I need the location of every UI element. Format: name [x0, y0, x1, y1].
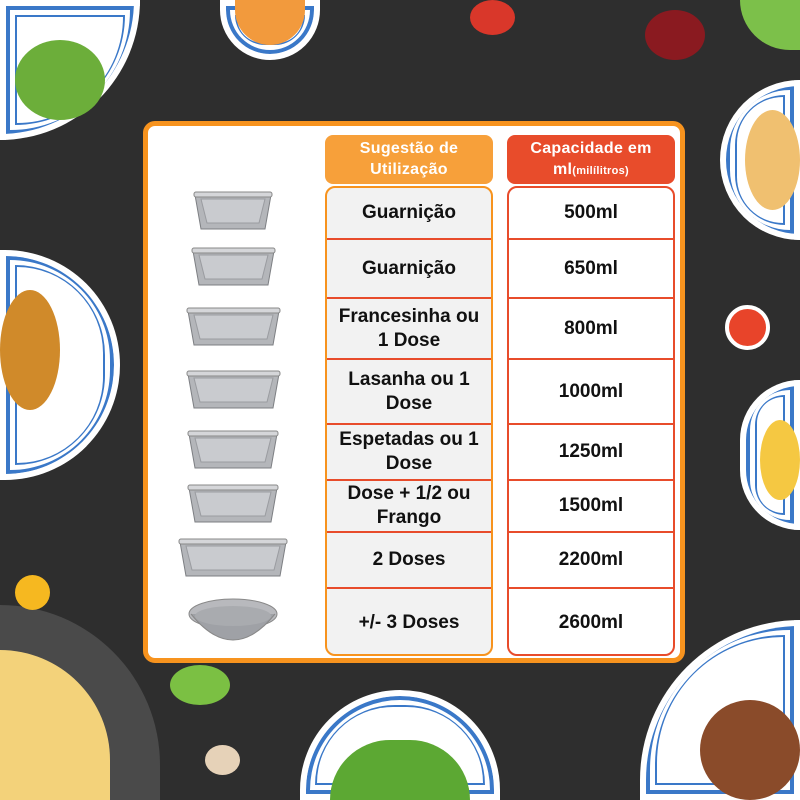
meat-decoration [700, 700, 800, 800]
capacity-column: 500ml 650ml 800ml 1000ml 1250ml 1500ml 2200ml 2… [507, 186, 675, 656]
suggestion-cell: Francesinha ou 1 Dose [327, 299, 491, 360]
aluminum-tray-image [193, 191, 273, 230]
fries-decoration [760, 420, 800, 500]
pepper-decoration [170, 665, 230, 705]
capacity-header-label: Capacidade em ml [530, 140, 652, 178]
aluminum-tray-image [186, 370, 280, 408]
capacity-header: Capacidade em ml(milílitros) [507, 135, 675, 184]
sauce-decoration [725, 305, 770, 350]
capacity-cell: 1000ml [509, 360, 673, 425]
suggestion-header: Sugestão de Utilização [325, 135, 493, 184]
salad-decoration [15, 40, 105, 120]
capacity-cell: 2600ml [558, 611, 624, 633]
lettuce-decoration [740, 0, 800, 50]
tomato-decoration [470, 0, 515, 35]
capacity-cell: 500ml [509, 188, 673, 240]
suggestion-cell: Lasanha ou 1 Dose [327, 360, 491, 425]
suggestion-cell: Guarnição [327, 188, 491, 240]
pasta-decoration [745, 110, 800, 210]
capacity-cell: 1250ml [509, 425, 673, 481]
suggestion-cell: Dose + 1/2 ou Frango [327, 481, 491, 533]
chicken-decoration [0, 290, 60, 410]
capacity-table-card: Sugestão de Utilização Capacidade em ml(… [143, 121, 685, 663]
capacity-cell: 800ml [509, 299, 673, 360]
suggestion-cell: Espetadas ou 1 Dose [327, 425, 491, 481]
mushroom-decoration [205, 745, 240, 775]
aluminum-tray-image [186, 307, 280, 345]
aluminum-tray-image [187, 484, 279, 523]
lemon-decoration [15, 575, 50, 610]
aluminum-tray-image [187, 430, 279, 469]
aluminum-tray-image [191, 247, 275, 285]
capacity-cell: 650ml [509, 240, 673, 299]
capacity-unit: (milílitros) [572, 165, 630, 177]
capacity-cell: 2200ml [509, 533, 673, 589]
suggestion-column: Guarnição Guarnição Francesinha ou 1 Dose L… [325, 186, 493, 656]
suggestion-cell: Guarnição [327, 240, 491, 299]
suggestion-cell: +/- 3 Doses [358, 611, 460, 633]
capacity-cell: 1500ml [509, 481, 673, 533]
suggestion-cell: 2 Doses [327, 533, 491, 589]
aluminum-tray-image [178, 538, 288, 577]
aluminum-tray-image [188, 598, 278, 640]
beans-decoration [645, 10, 705, 60]
